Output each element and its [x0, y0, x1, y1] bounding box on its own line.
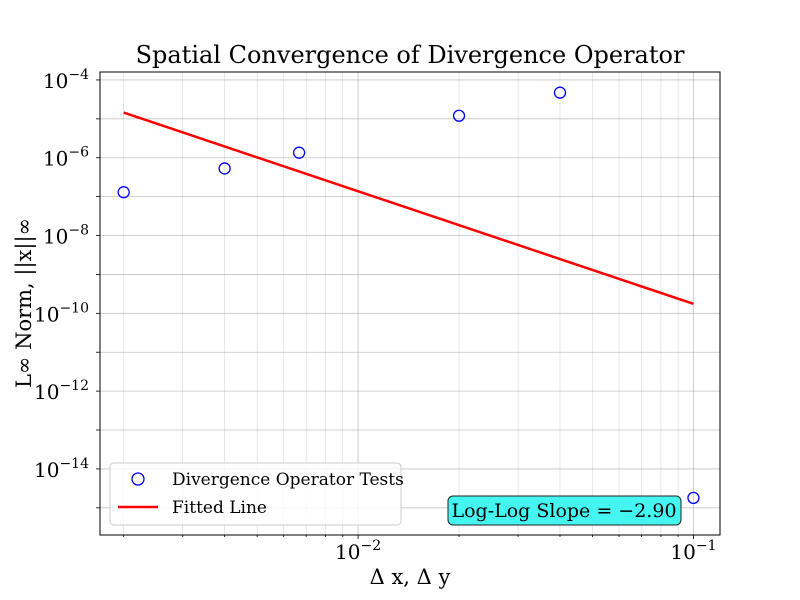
- plot-frame: [99, 71, 721, 536]
- fitted-line-layer: [123, 111, 694, 306]
- slope-annotation-text: Log-Log Slope = −2.90: [451, 500, 676, 522]
- legend-label-fit: Fitted Line: [172, 498, 267, 518]
- data-point: [452, 109, 466, 122]
- x-axis-ticks: 10−2 10−1: [123, 535, 716, 564]
- chart-title: Spatial Convergence of Divergence Operat…: [136, 41, 685, 69]
- y-tick-label: 10−8: [43, 223, 89, 249]
- data-points-layer: [117, 86, 700, 505]
- legend-marker-tests: [131, 472, 145, 486]
- y-tick-label: 10−4: [43, 67, 89, 93]
- y-axis-label: L∞ Norm, ||x||∞: [12, 218, 37, 388]
- y-tick-label: 10−14: [34, 456, 89, 482]
- data-point: [117, 186, 130, 199]
- fitted-line: [123, 111, 694, 306]
- slope-annotation-box: [447, 495, 682, 526]
- legend-box: [109, 462, 402, 526]
- y-tick-label: 10−6: [43, 145, 89, 171]
- data-point: [292, 146, 306, 159]
- x-tick-label: 10−2: [335, 538, 381, 564]
- legend: Divergence Operator Tests Fitted Line: [109, 462, 404, 526]
- y-axis-ticks: 10−4 10−6 10−8 10−10 10−12 10−14: [34, 67, 100, 509]
- legend-label-tests: Divergence Operator Tests: [172, 470, 404, 490]
- y-tick-label: 10−12: [34, 378, 89, 404]
- data-point: [553, 86, 567, 99]
- x-tick-label: 10−1: [670, 538, 716, 564]
- slope-annotation: Log-Log Slope = −2.90: [447, 495, 682, 526]
- x-axis-label: Δ x, Δ y: [370, 565, 451, 589]
- data-point: [687, 491, 700, 505]
- data-point: [218, 162, 231, 175]
- y-tick-label: 10−10: [34, 300, 89, 326]
